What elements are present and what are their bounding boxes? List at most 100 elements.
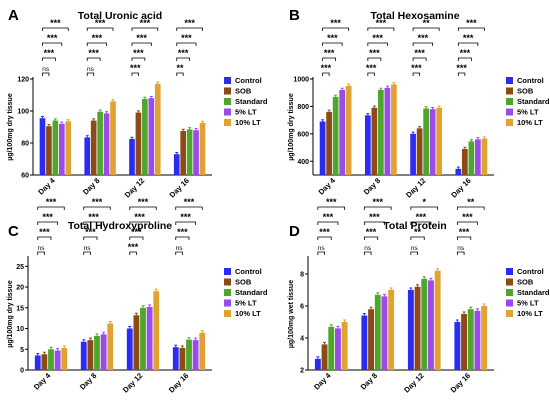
legend-swatch xyxy=(506,310,513,317)
significance-label: ns xyxy=(38,245,46,252)
significance-label: *** xyxy=(42,212,53,222)
bar xyxy=(103,113,110,175)
significance-bracket xyxy=(42,57,56,61)
y-tick-label: 6 xyxy=(300,304,304,311)
x-tick-label: Day 16 xyxy=(168,176,191,199)
significance-label: ns xyxy=(364,245,372,252)
x-tick-label: Day 12 xyxy=(404,176,427,199)
bar xyxy=(154,83,161,175)
significance-label: *** xyxy=(462,212,473,222)
legend-swatch xyxy=(506,77,513,84)
significance-bracket xyxy=(129,251,137,255)
bar xyxy=(54,350,61,370)
legend-label: SOB xyxy=(235,278,252,287)
significance-label: *** xyxy=(181,33,192,43)
significance-label: *** xyxy=(327,33,338,43)
bar xyxy=(186,129,193,175)
bar xyxy=(135,112,142,175)
bar xyxy=(461,314,468,370)
bar xyxy=(341,322,348,370)
legend-swatch xyxy=(224,289,231,296)
legend-label: 10% LT xyxy=(517,309,543,318)
y-tick-label: 0 xyxy=(20,368,24,375)
bar xyxy=(61,348,68,370)
significance-bracket xyxy=(175,206,203,210)
y-axis-label: µg/100mg wet tissue xyxy=(288,280,295,348)
significance-label: ns xyxy=(457,245,465,252)
bar xyxy=(52,120,59,175)
bar xyxy=(133,315,140,370)
significance-label: *** xyxy=(92,197,103,207)
significance-label: *** xyxy=(184,197,195,207)
y-tick-label: 25 xyxy=(16,264,24,271)
legend-swatch xyxy=(506,268,513,275)
legend-swatch xyxy=(506,108,513,116)
significance-bracket xyxy=(175,251,183,255)
x-tick-label: Day 16 xyxy=(449,176,472,199)
significance-bracket xyxy=(131,27,159,31)
chart-title: Total Hydroxyproline xyxy=(68,220,172,232)
bar xyxy=(345,85,352,175)
bar xyxy=(436,107,443,175)
bar xyxy=(339,89,345,175)
bar xyxy=(146,306,153,370)
bar xyxy=(100,334,107,370)
x-tick-label: Day 12 xyxy=(123,176,146,199)
significance-bracket xyxy=(176,72,184,76)
significance-bracket xyxy=(456,221,478,225)
legend-swatch xyxy=(224,119,231,126)
significance-label: *** xyxy=(39,227,50,237)
bar xyxy=(328,326,335,370)
x-tick-label: Day 4 xyxy=(317,175,338,196)
legend-label: 10% LT xyxy=(517,118,543,127)
significance-label: *** xyxy=(323,212,334,222)
bar xyxy=(391,84,397,175)
panel-letter: C xyxy=(8,223,19,240)
bar xyxy=(321,344,328,370)
significance-label: *** xyxy=(133,48,144,58)
significance-bracket xyxy=(175,236,190,240)
y-tick-label: 10 xyxy=(16,326,24,333)
y-axis-label: µg/100mg dry tissue xyxy=(7,93,14,161)
significance-label: *** xyxy=(85,227,96,237)
y-tick-label: 120 xyxy=(17,77,29,84)
legend-label: 5% LT xyxy=(517,299,539,308)
legend-swatch xyxy=(224,268,231,275)
bar xyxy=(454,322,461,370)
bar xyxy=(199,123,206,175)
y-tick-label: 1000 xyxy=(293,77,309,84)
bar xyxy=(334,328,341,370)
bar xyxy=(90,120,97,175)
bar xyxy=(172,347,179,370)
bar xyxy=(180,131,187,175)
significance-bracket xyxy=(83,221,105,225)
significance-bracket xyxy=(363,251,372,255)
significance-label: *** xyxy=(88,212,99,222)
y-tick-label: 20 xyxy=(16,285,24,292)
significance-bracket xyxy=(176,42,197,46)
significance-label: *** xyxy=(369,212,380,222)
bar xyxy=(41,354,48,370)
significance-label: *** xyxy=(326,197,337,207)
bar xyxy=(481,138,488,175)
y-tick-label: 400 xyxy=(297,159,309,166)
bar xyxy=(414,286,421,370)
legend-label: 5% LT xyxy=(235,108,257,117)
legend-label: 5% LT xyxy=(235,299,257,308)
significance-label: *** xyxy=(180,212,191,222)
legend-swatch xyxy=(224,108,231,116)
bar xyxy=(474,310,481,370)
significance-bracket xyxy=(412,27,440,31)
significance-label: *** xyxy=(416,212,427,222)
significance-label: *** xyxy=(50,18,61,28)
y-tick-label: 8 xyxy=(300,272,304,279)
significance-bracket xyxy=(410,206,439,210)
bar xyxy=(381,296,388,370)
significance-bracket xyxy=(83,236,98,240)
bar xyxy=(84,137,91,175)
significance-bracket xyxy=(131,72,139,76)
x-tick-label: Day 4 xyxy=(36,175,57,196)
